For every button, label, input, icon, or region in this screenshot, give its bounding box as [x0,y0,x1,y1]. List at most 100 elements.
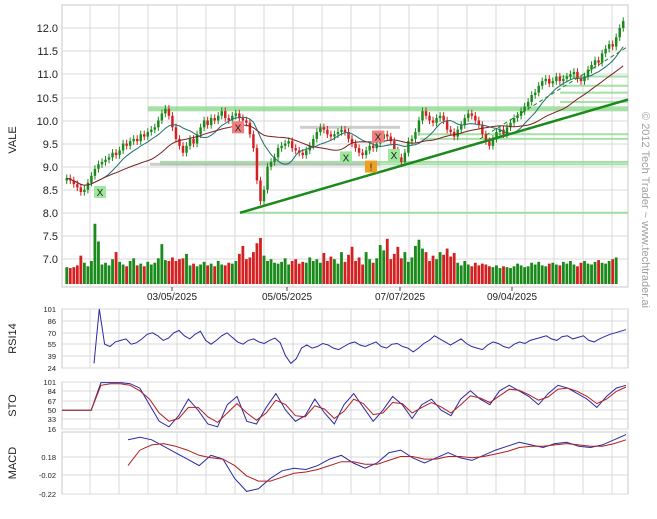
y-tick-label: 86 [48,317,56,326]
candle-body [294,148,297,151]
volume-bar [156,258,160,284]
y-tick-label: 55 [48,340,56,349]
volume-bar [445,248,449,284]
volume-bar [565,263,569,284]
series-line [127,434,627,492]
x-tick-label: 09/04/2025 [487,292,537,303]
volume-bar [583,260,586,284]
candle-body [361,152,364,156]
candle-body [403,152,407,162]
candle-body [164,108,167,114]
y-tick-label: 7.0 [43,254,58,266]
y-tick-label: 16 [48,425,56,434]
volume-bar [417,239,421,284]
candle-body [544,78,547,82]
volume-bar [132,258,136,284]
candle-body [354,143,357,149]
series-line [93,308,627,365]
volume-bar [340,252,343,284]
candle-body [491,138,495,146]
volume-bar [452,253,456,284]
volume-bar [396,246,400,284]
candle-body [216,115,220,121]
volume-bar [192,263,195,284]
volume-bar [375,258,379,284]
y-tick-label: 10.5 [37,93,58,105]
candle-body [319,127,322,132]
candle-body [220,111,223,116]
candle-body [174,127,178,139]
volume-bar [121,264,125,284]
volume-bar [361,264,365,284]
candle-body [477,120,481,126]
volume-bar [495,265,498,284]
volume-bar [431,255,435,284]
rsi-panel: 101 86 70 55 39 24 RSI14 [7,305,629,373]
y-axis-title: MACD [7,447,19,479]
candle-body [431,120,435,123]
volume-bar [79,255,83,284]
volume-bar [544,266,548,284]
y-tick-label: 101 [43,305,56,314]
y-tick-label: 24 [48,364,56,373]
candle-body [537,85,540,93]
candle-body [551,81,555,84]
candle-body [93,168,97,176]
volume-bar [146,261,150,284]
volume-bar [561,261,565,284]
candle-body [114,152,118,156]
candle-body [456,129,459,137]
candle-body [593,60,597,65]
signal-label: ! [370,163,373,174]
candle-body [143,134,146,137]
candle-body [185,145,188,153]
candle-body [498,129,502,132]
candle-body [315,131,319,139]
candle-body [583,76,586,82]
volume-bar [325,260,329,284]
y-tick-label: 9.5 [43,139,58,151]
resistance-band [300,125,400,129]
volume-bar [428,260,431,284]
candle-body [512,118,516,123]
volume-bar [470,266,474,284]
candle-body [569,74,572,77]
signal-marker [94,186,106,199]
candle-body [135,138,139,142]
volume-bar [68,268,72,284]
volume-bar [336,263,340,284]
volume-bar [558,265,562,284]
y-tick-label: 67 [48,397,56,406]
volume-bar [216,260,220,284]
candle-body [614,37,618,47]
volume-bar [357,257,361,284]
candle-body [273,157,276,162]
volume-bar [237,253,241,284]
candle-body [290,141,294,149]
candle-body [445,120,449,130]
candle-body [505,127,509,135]
volume-bar [421,248,424,284]
support-band [420,137,628,140]
candle-body [407,141,410,153]
support-band [148,106,628,112]
candle-body [287,141,290,144]
candle-body [357,148,361,153]
candle-body [266,166,269,190]
candle-body [410,138,414,142]
volume-bar [487,266,491,284]
panel-area [61,431,629,495]
volume-bar [459,265,463,284]
y-tick-label: 12.0 [37,23,58,35]
candle-body [428,115,431,121]
y-axis-title: STO [7,394,19,417]
candle-body [118,150,121,156]
volume-bar [139,263,143,284]
candle-body [227,118,231,121]
candle-body [146,131,149,137]
y-axis-title: VALE [7,126,19,153]
y-tick-label: 39 [48,352,56,361]
volume-bar [315,259,319,284]
candle-body [178,138,181,146]
candle-body [572,71,576,75]
